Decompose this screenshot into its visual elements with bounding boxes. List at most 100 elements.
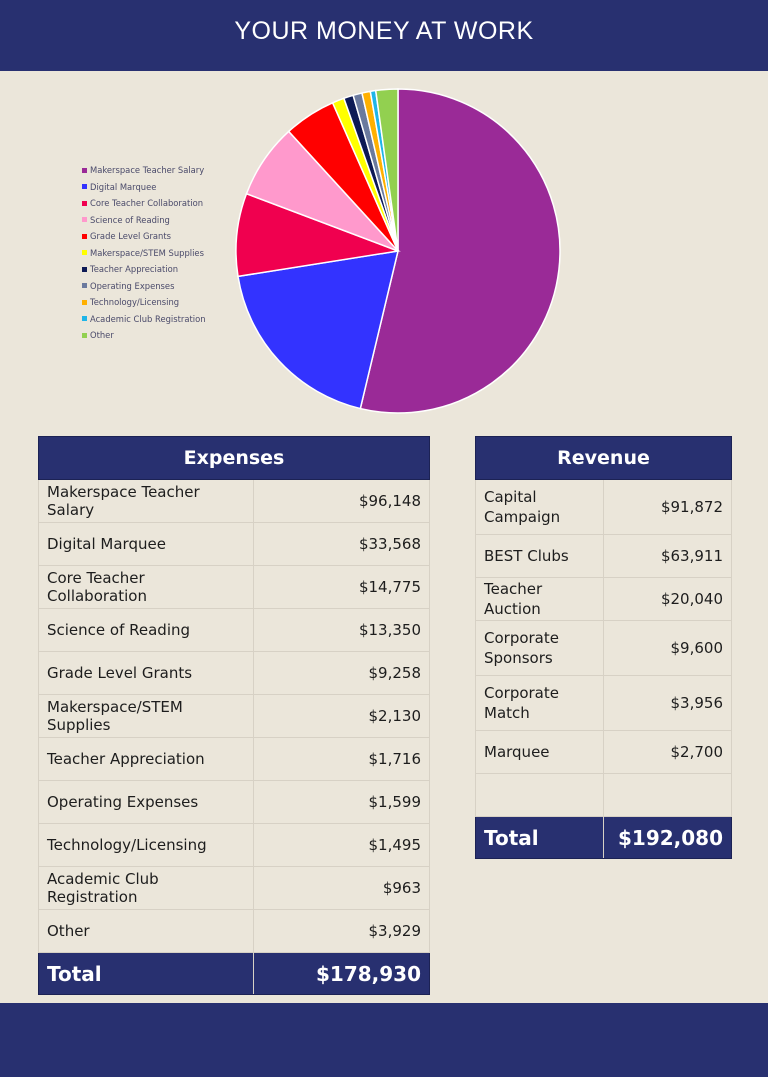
pie-slice [237,250,399,410]
page-header: YOUR MONEY AT WORK [0,0,768,71]
expenses-table-title: Expenses [38,436,430,480]
expense-value: $14,775 [253,565,430,609]
legend-swatch [82,283,87,289]
expense-label: Science of Reading [38,608,254,652]
legend-item: Science of Reading [82,212,232,229]
table-row: Other $3,929 [38,909,430,953]
table-row: Digital Marquee $33,568 [38,522,430,566]
expense-label: Technology/Licensing [38,823,254,867]
expense-value: $1,599 [253,780,430,824]
table-row: Teacher Auction $20,040 [475,577,732,621]
legend-label: Makerspace Teacher Salary [90,165,205,176]
pie-chart [235,88,561,414]
table-row: Makerspace Teacher Salary $96,148 [38,479,430,523]
legend-item: Makerspace Teacher Salary [82,162,232,179]
revenue-table: Revenue Capital Campaign $91,872 BEST Clu… [475,436,732,859]
expense-value: $963 [253,866,430,910]
revenue-value: $91,872 [603,479,732,535]
legend-item: Technology/Licensing [82,294,232,311]
expense-value: $13,350 [253,608,430,652]
chart-legend: Makerspace Teacher Salary Digital Marquee… [82,162,232,344]
expense-value: $1,495 [253,823,430,867]
table-row: Technology/Licensing $1,495 [38,823,430,867]
legend-item: Other [82,327,232,344]
expense-label: Makerspace Teacher Salary [38,479,254,523]
legend-label: Teacher Appreciation [90,264,179,275]
revenue-value: $2,700 [603,730,732,774]
table-row: BEST Clubs $63,911 [475,534,732,578]
table-row: Marquee $2,700 [475,730,732,774]
legend-swatch [82,184,87,190]
pie-slice [359,88,561,414]
expense-label: Grade Level Grants [38,651,254,695]
table-row: Grade Level Grants $9,258 [38,651,430,695]
expense-label: Other [38,909,254,953]
expense-value: $96,148 [253,479,430,523]
legend-swatch [82,233,87,239]
revenue-value: $3,956 [603,675,732,731]
legend-item: Digital Marquee [82,179,232,196]
legend-swatch [82,250,87,256]
revenue-value [603,773,732,817]
page-footer [0,1003,768,1077]
legend-swatch [82,167,87,173]
table-row: Corporate Match $3,956 [475,675,732,731]
revenue-total-value: $192,080 [603,816,732,859]
revenue-total-label: Total [475,816,604,859]
table-row: Teacher Appreciation $1,716 [38,737,430,781]
table-row: Makerspace/STEM Supplies $2,130 [38,694,430,738]
table-row: Core Teacher Collaboration $14,775 [38,565,430,609]
revenue-label: BEST Clubs [475,534,604,578]
legend-swatch [82,266,87,272]
table-row [475,773,732,817]
table-row: Academic Club Registration $963 [38,866,430,910]
expense-value: $3,929 [253,909,430,953]
legend-swatch [82,200,87,206]
expense-label: Operating Expenses [38,780,254,824]
revenue-value: $20,040 [603,577,732,621]
revenue-total-row: Total $192,080 [475,816,732,859]
revenue-value: $9,600 [603,620,732,676]
table-row: Corporate Sponsors $9,600 [475,620,732,676]
legend-swatch [82,332,87,338]
legend-item: Academic Club Registration [82,311,232,328]
legend-item: Core Teacher Collaboration [82,195,232,212]
expenses-total-label: Total [38,952,254,995]
legend-item: Operating Expenses [82,278,232,295]
legend-label: Core Teacher Collaboration [90,198,204,209]
revenue-label: Capital Campaign [475,479,604,535]
expenses-total-row: Total $178,930 [38,952,430,995]
table-row: Operating Expenses $1,599 [38,780,430,824]
revenue-label: Corporate Match [475,675,604,731]
table-row: Science of Reading $13,350 [38,608,430,652]
legend-label: Academic Club Registration [90,313,206,324]
legend-label: Digital Marquee [90,181,157,192]
legend-label: Operating Expenses [90,280,175,291]
expense-label: Academic Club Registration [38,866,254,910]
revenue-value: $63,911 [603,534,732,578]
expense-value: $1,716 [253,737,430,781]
expense-value: $33,568 [253,522,430,566]
expenses-table: Expenses Makerspace Teacher Salary $96,14… [38,436,430,995]
legend-label: Other [90,330,114,341]
revenue-label: Teacher Auction [475,577,604,621]
legend-label: Technology/Licensing [90,297,180,308]
legend-label: Makerspace/STEM Supplies [90,247,204,258]
expense-label: Teacher Appreciation [38,737,254,781]
revenue-label: Marquee [475,730,604,774]
expense-value: $2,130 [253,694,430,738]
expense-label: Digital Marquee [38,522,254,566]
revenue-table-title: Revenue [475,436,732,480]
table-row: Capital Campaign $91,872 [475,479,732,535]
expenses-total-value: $178,930 [253,952,430,995]
legend-item: Grade Level Grants [82,228,232,245]
legend-label: Grade Level Grants [90,231,171,242]
expense-value: $9,258 [253,651,430,695]
revenue-label [475,773,604,817]
legend-swatch [82,217,87,223]
legend-swatch [82,299,87,305]
pie-slice [374,88,399,252]
legend-item: Makerspace/STEM Supplies [82,245,232,262]
legend-swatch [82,316,87,322]
legend-label: Science of Reading [90,214,170,225]
